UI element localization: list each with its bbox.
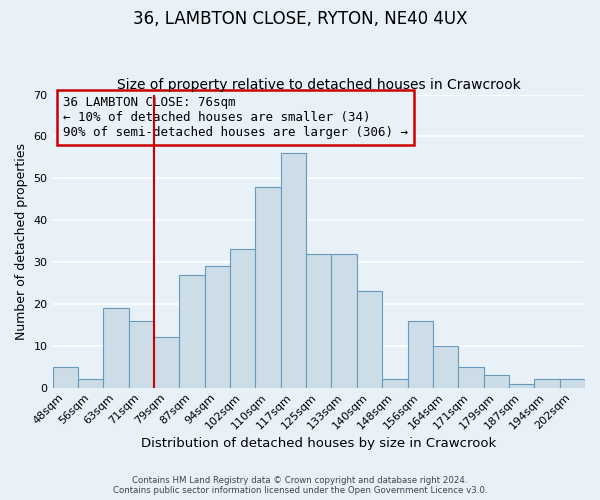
Bar [534, 380, 560, 388]
Bar [78, 380, 103, 388]
Bar [306, 254, 331, 388]
Bar [382, 380, 407, 388]
Bar [357, 292, 382, 388]
Bar [509, 384, 534, 388]
Text: 36, LAMBTON CLOSE, RYTON, NE40 4UX: 36, LAMBTON CLOSE, RYTON, NE40 4UX [133, 10, 467, 28]
Bar [179, 274, 205, 388]
Bar [281, 153, 306, 388]
Bar [331, 254, 357, 388]
Bar [53, 367, 78, 388]
Text: 36 LAMBTON CLOSE: 76sqm
← 10% of detached houses are smaller (34)
90% of semi-de: 36 LAMBTON CLOSE: 76sqm ← 10% of detache… [63, 96, 408, 139]
Bar [128, 320, 154, 388]
Bar [103, 308, 128, 388]
Bar [484, 375, 509, 388]
X-axis label: Distribution of detached houses by size in Crawcrook: Distribution of detached houses by size … [141, 437, 496, 450]
Bar [458, 367, 484, 388]
Bar [560, 380, 585, 388]
Text: Contains HM Land Registry data © Crown copyright and database right 2024.
Contai: Contains HM Land Registry data © Crown c… [113, 476, 487, 495]
Y-axis label: Number of detached properties: Number of detached properties [15, 142, 28, 340]
Bar [154, 338, 179, 388]
Bar [407, 320, 433, 388]
Title: Size of property relative to detached houses in Crawcrook: Size of property relative to detached ho… [117, 78, 521, 92]
Bar [256, 186, 281, 388]
Bar [230, 250, 256, 388]
Bar [433, 346, 458, 388]
Bar [205, 266, 230, 388]
